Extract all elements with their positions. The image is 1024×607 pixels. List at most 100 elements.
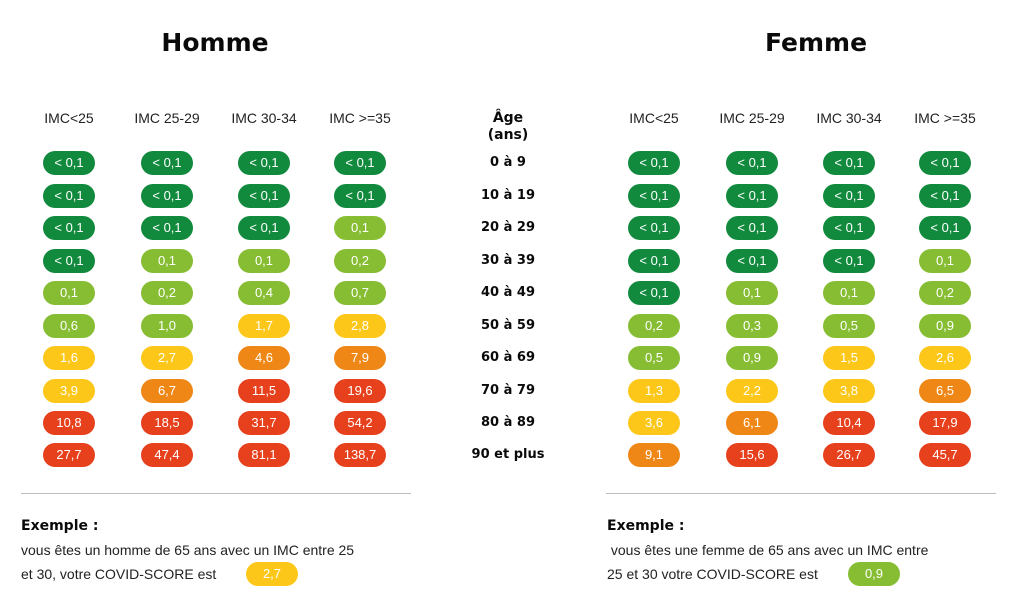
women-score-badge: 2,2: [726, 379, 778, 403]
women-score-badge: 3,6: [628, 411, 680, 435]
men-score-badge: 0,1: [141, 249, 193, 273]
men-example-line1: vous êtes un homme de 65 ans avec un IMC…: [21, 542, 355, 558]
women-example-score-badge: 0,9: [848, 562, 900, 586]
men-score-badge: < 0,1: [43, 184, 95, 208]
age-label: 90 et plus: [471, 447, 545, 462]
men-score-badge: 81,1: [238, 443, 290, 467]
men-score-badge: 2,7: [141, 346, 193, 370]
women-score-badge: 45,7: [919, 443, 971, 467]
women-score-badge: < 0,1: [628, 216, 680, 240]
women-score-badge: 0,1: [823, 281, 875, 305]
women-score-badge: 0,2: [628, 314, 680, 338]
women-divider: [606, 493, 996, 494]
men-score-badge: < 0,1: [43, 249, 95, 273]
men-score-badge: 6,7: [141, 379, 193, 403]
women-title: Femme: [764, 28, 868, 57]
women-score-badge: 0,9: [919, 314, 971, 338]
men-score-badge: 0,2: [334, 249, 386, 273]
women-score-badge: 10,4: [823, 411, 875, 435]
age-label: 60 à 69: [480, 350, 535, 365]
men-col-header-0: IMC<25: [44, 110, 94, 126]
women-score-badge: 6,1: [726, 411, 778, 435]
women-example-line1: vous êtes une femme de 65 ans avec un IM…: [607, 542, 929, 558]
men-score-badge: < 0,1: [238, 151, 290, 175]
women-score-badge: 0,1: [919, 249, 971, 273]
age-label: 30 à 39: [480, 253, 535, 268]
men-score-badge: 0,1: [43, 281, 95, 305]
men-score-badge: < 0,1: [238, 184, 290, 208]
men-score-badge: < 0,1: [141, 151, 193, 175]
women-score-badge: 0,5: [823, 314, 875, 338]
women-score-badge: < 0,1: [726, 216, 778, 240]
women-score-badge: < 0,1: [823, 151, 875, 175]
men-example-title: Exemple :: [21, 518, 99, 534]
men-score-badge: 0,1: [238, 249, 290, 273]
women-score-badge: 0,2: [919, 281, 971, 305]
men-score-badge: < 0,1: [334, 151, 386, 175]
men-col-header-2: IMC 30-34: [231, 110, 297, 126]
women-score-badge: 2,6: [919, 346, 971, 370]
men-score-badge: 3,9: [43, 379, 95, 403]
men-score-badge: 0,7: [334, 281, 386, 305]
age-label: 0 à 9: [490, 155, 526, 170]
women-score-badge: < 0,1: [919, 216, 971, 240]
women-score-badge: 0,1: [726, 281, 778, 305]
women-score-badge: 6,5: [919, 379, 971, 403]
men-example-score-badge: 2,7: [246, 562, 298, 586]
men-score-badge: 10,8: [43, 411, 95, 435]
age-label: 20 à 29: [480, 220, 535, 235]
men-divider: [21, 493, 411, 494]
women-score-badge: < 0,1: [726, 249, 778, 273]
men-score-badge: < 0,1: [141, 184, 193, 208]
men-score-badge: 138,7: [334, 443, 386, 467]
women-score-badge: 0,9: [726, 346, 778, 370]
women-score-badge: < 0,1: [628, 281, 680, 305]
women-score-badge: < 0,1: [823, 184, 875, 208]
age-header-line2: (ans): [487, 127, 529, 143]
men-score-badge: < 0,1: [238, 216, 290, 240]
women-score-badge: 0,3: [726, 314, 778, 338]
women-score-badge: < 0,1: [823, 249, 875, 273]
men-score-badge: 47,4: [141, 443, 193, 467]
men-score-badge: 27,7: [43, 443, 95, 467]
men-score-badge: 54,2: [334, 411, 386, 435]
men-score-badge: < 0,1: [43, 151, 95, 175]
men-score-badge: 2,8: [334, 314, 386, 338]
men-score-badge: 0,4: [238, 281, 290, 305]
age-header: Âge (ans): [463, 110, 553, 144]
women-score-badge: < 0,1: [726, 151, 778, 175]
women-score-badge: < 0,1: [919, 184, 971, 208]
men-example-line2: et 30, votre COVID-SCORE est: [21, 566, 217, 582]
women-score-badge: < 0,1: [726, 184, 778, 208]
women-score-badge: 1,3: [628, 379, 680, 403]
men-score-badge: < 0,1: [43, 216, 95, 240]
men-score-badge: 1,0: [141, 314, 193, 338]
women-score-badge: 15,6: [726, 443, 778, 467]
age-label: 10 à 19: [480, 188, 535, 203]
men-score-badge: < 0,1: [141, 216, 193, 240]
women-score-badge: 17,9: [919, 411, 971, 435]
men-score-badge: 0,2: [141, 281, 193, 305]
age-label: 80 à 89: [480, 415, 535, 430]
women-col-header-2: IMC 30-34: [816, 110, 882, 126]
men-score-badge: 11,5: [238, 379, 290, 403]
women-col-header-0: IMC<25: [629, 110, 679, 126]
men-score-badge: 4,6: [238, 346, 290, 370]
women-score-badge: 0,5: [628, 346, 680, 370]
women-score-badge: < 0,1: [628, 151, 680, 175]
men-title: Homme: [161, 28, 269, 57]
age-label: 50 à 59: [480, 318, 535, 333]
women-score-badge: < 0,1: [628, 249, 680, 273]
men-score-badge: 0,6: [43, 314, 95, 338]
age-label: 70 à 79: [480, 383, 535, 398]
men-score-badge: 31,7: [238, 411, 290, 435]
women-score-badge: 26,7: [823, 443, 875, 467]
women-score-badge: 1,5: [823, 346, 875, 370]
women-score-badge: < 0,1: [628, 184, 680, 208]
men-score-badge: < 0,1: [334, 184, 386, 208]
age-label: 40 à 49: [480, 285, 535, 300]
women-col-header-1: IMC 25-29: [719, 110, 785, 126]
men-col-header-3: IMC >=35: [329, 110, 391, 126]
age-header-line1: Âge: [492, 110, 524, 126]
women-example-title: Exemple :: [607, 518, 685, 534]
